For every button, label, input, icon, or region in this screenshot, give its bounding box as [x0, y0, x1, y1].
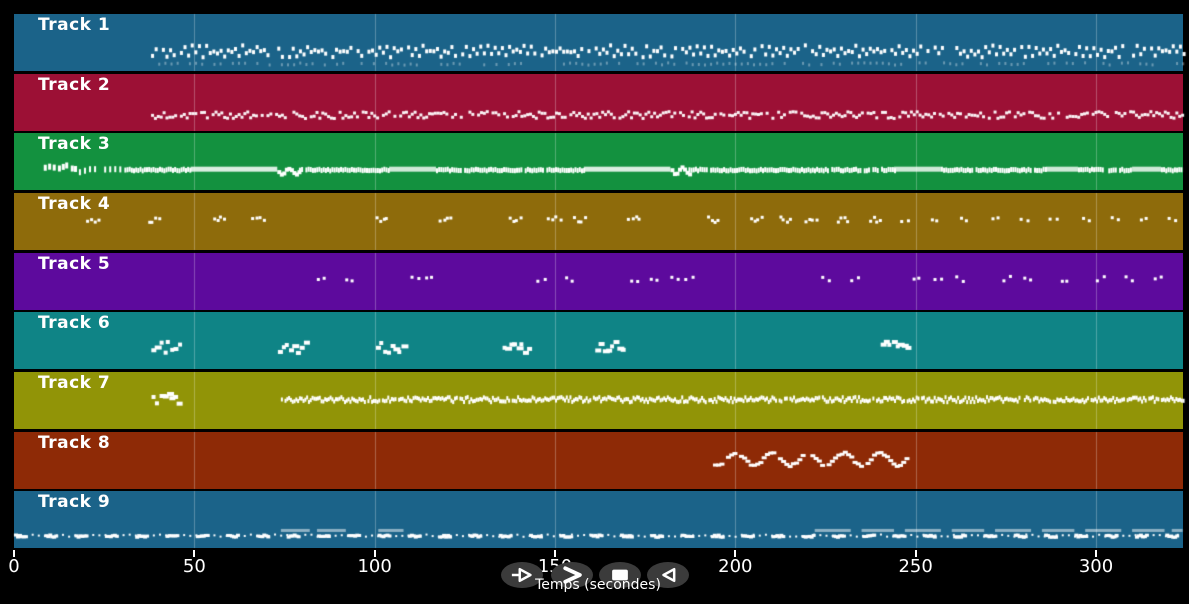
rewind-button[interactable]	[647, 562, 689, 588]
rewind-icon	[654, 566, 682, 584]
play-button[interactable]	[501, 562, 543, 588]
stop-button[interactable]	[599, 562, 641, 588]
x-axis-label: Temps (secondes)	[535, 577, 661, 593]
fast-forward-icon	[558, 566, 586, 584]
fast-forward-button[interactable]	[551, 562, 593, 588]
play-icon	[508, 566, 536, 584]
stop-icon	[606, 566, 634, 584]
